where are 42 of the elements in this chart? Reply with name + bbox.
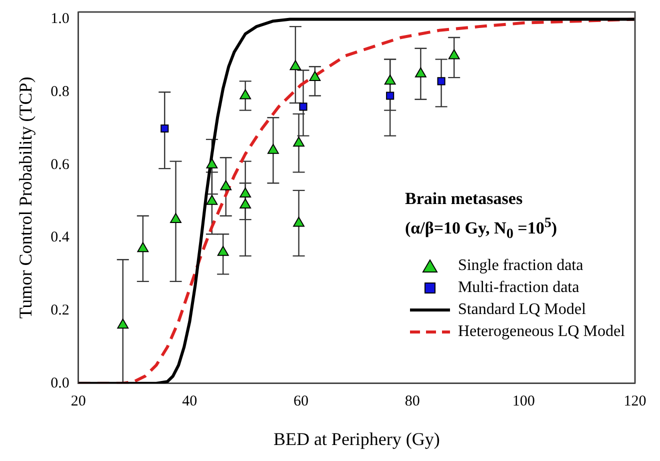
legend-label: Multi-fraction data	[458, 278, 580, 298]
y-tick-label: 0.2	[50, 302, 70, 319]
point	[293, 136, 304, 147]
point	[160, 124, 169, 133]
point	[384, 74, 396, 85]
y-tick-label: 0.0	[50, 375, 70, 392]
point	[220, 180, 232, 190]
point	[290, 60, 302, 70]
point	[137, 242, 149, 252]
point	[240, 198, 252, 208]
y-tick-label: 0.6	[50, 156, 70, 173]
x-tick-label: 20	[70, 393, 86, 410]
annotation: (α/β=10 Gy, N$_{0}$ =10$^{5}$)	[405, 214, 558, 244]
x-tick-label: 120	[624, 393, 646, 410]
legend-label: Heterogeneous LQ Model	[458, 322, 625, 342]
x-tick-label: 80	[404, 393, 420, 410]
point	[437, 77, 446, 86]
point	[448, 49, 460, 60]
x-tick-label: 60	[294, 393, 309, 410]
point	[267, 144, 279, 154]
point	[217, 246, 229, 256]
point	[240, 89, 252, 100]
y-tick-label: 0.4	[50, 230, 70, 246]
legend-label: Standard LQ Model	[458, 300, 586, 320]
annotation: Brain metasases	[405, 188, 524, 210]
point	[414, 67, 426, 78]
x-axis-title: BED at Periphery (Gy)	[273, 428, 440, 449]
x-tick-label: 40	[182, 393, 198, 410]
legend-label: Single fraction data	[458, 256, 584, 276]
point	[299, 102, 308, 111]
y-tick-label: 1.0	[50, 11, 70, 28]
point	[293, 216, 304, 227]
point	[117, 318, 129, 329]
point	[240, 188, 252, 198]
y-tick-label: 0.8	[50, 84, 70, 100]
point	[309, 71, 321, 82]
point	[170, 213, 182, 224]
point	[206, 194, 218, 205]
point	[206, 158, 218, 168]
point	[386, 92, 394, 100]
x-tick-label: 100	[512, 393, 535, 410]
y-axis-title: Tumor Control Probability (TCP)	[16, 76, 36, 319]
